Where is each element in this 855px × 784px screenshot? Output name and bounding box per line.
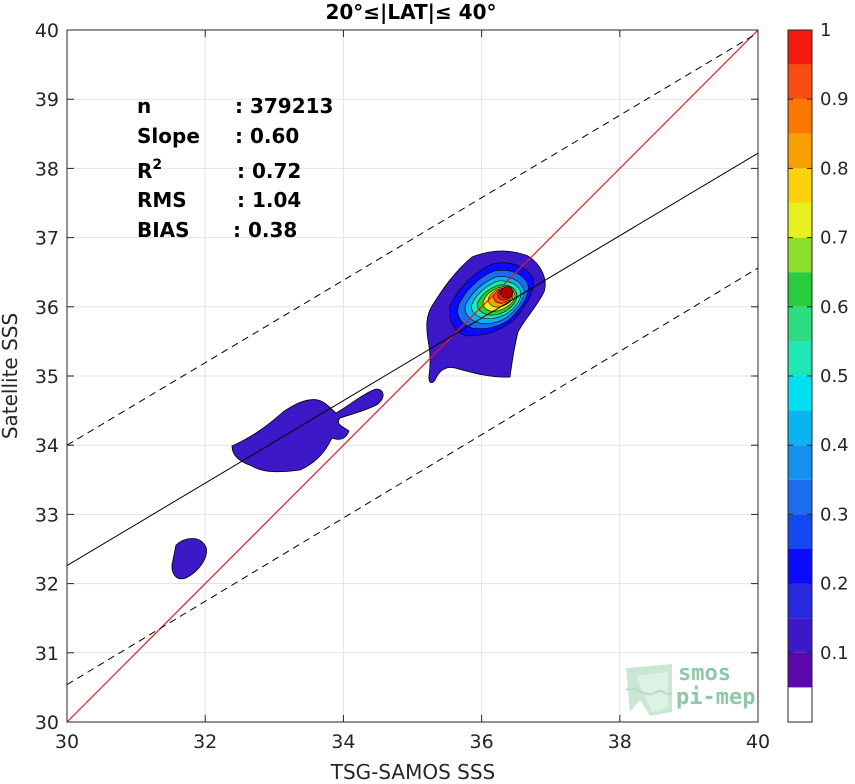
y-axis-label: Satellite SSS bbox=[0, 313, 22, 439]
regression-bound-line bbox=[66, 267, 759, 686]
y-tick-label: 39 bbox=[35, 89, 59, 111]
x-axis-label: TSG-SAMOS SSS bbox=[330, 760, 496, 784]
stat-value: : 0.72 bbox=[237, 159, 301, 183]
colorbar-band bbox=[788, 272, 812, 307]
y-tick-label: 32 bbox=[35, 574, 59, 596]
axes: 30 32 34 36 38 40 30 31 32 33 34 35 36 37 38 39 40 bbox=[35, 20, 770, 753]
colorbar-tick-label: 0.8 bbox=[820, 158, 849, 179]
colorbar-band bbox=[788, 30, 812, 65]
density-contours bbox=[171, 250, 546, 580]
x-tick-label: 30 bbox=[55, 731, 79, 753]
colorbar-tick-label: 0.6 bbox=[820, 297, 849, 318]
colorbar-band bbox=[788, 410, 812, 446]
x-tick-label: 38 bbox=[608, 731, 632, 753]
colorbar-band bbox=[788, 133, 812, 169]
stat-label: RMS bbox=[137, 188, 187, 212]
colorbar-tick-label: 0.3 bbox=[820, 504, 849, 525]
stat-value: : 1.04 bbox=[237, 188, 301, 212]
colorbar-tick-label: 0.1 bbox=[820, 643, 849, 664]
y-tick-label: 36 bbox=[35, 297, 59, 319]
colorbar-tick-label: 0.9 bbox=[820, 89, 849, 110]
colorbar-band bbox=[788, 341, 812, 376]
colorbar-band bbox=[788, 652, 812, 688]
colorbar: 0.1 0.2 0.3 0.4 0.5 0.6 0.7 0.8 0.9 1 bbox=[787, 20, 849, 723]
logo-waves-icon bbox=[625, 664, 673, 716]
contour-peak bbox=[500, 286, 514, 298]
y-tick-label: 38 bbox=[35, 158, 59, 180]
colorbar-band bbox=[788, 445, 812, 480]
x-tick-label: 34 bbox=[331, 731, 355, 753]
stat-label: R2 bbox=[137, 157, 162, 183]
x-tick-label: 32 bbox=[193, 731, 217, 753]
stat-label: n bbox=[137, 94, 151, 118]
y-tick-label: 30 bbox=[35, 712, 59, 734]
colorbar-tick-label: 0.7 bbox=[820, 228, 849, 249]
reference-lines bbox=[66, 29, 759, 723]
regression-line bbox=[66, 152, 759, 567]
y-tick-label: 33 bbox=[35, 504, 59, 526]
colorbar-band bbox=[788, 514, 812, 549]
colorbar-band bbox=[788, 99, 812, 134]
stat-label: BIAS bbox=[137, 218, 190, 242]
y-tick-label: 34 bbox=[35, 435, 59, 457]
logo-text-line2: pi-mep bbox=[676, 685, 755, 710]
colorbar-band bbox=[788, 168, 812, 203]
smos-pi-mep-logo: smos pi-mep bbox=[625, 661, 755, 716]
colorbar-band bbox=[788, 479, 812, 515]
logo-text-line1: smos bbox=[678, 661, 731, 686]
y-tick-label: 40 bbox=[35, 20, 59, 42]
colorbar-band bbox=[788, 376, 812, 411]
colorbar-tick-label: 0.5 bbox=[820, 366, 849, 387]
colorbar-band bbox=[788, 618, 812, 653]
colorbar-tick-label: 1 bbox=[820, 20, 831, 41]
colorbar-band bbox=[788, 549, 812, 584]
stat-value: : 0.60 bbox=[235, 124, 299, 148]
colorbar-band bbox=[788, 583, 812, 619]
colorbar-band bbox=[788, 203, 812, 238]
stat-value: : 379213 bbox=[235, 94, 333, 118]
colorbar-tick-label: 0.4 bbox=[820, 435, 849, 456]
y-tick-label: 35 bbox=[35, 366, 59, 388]
colorbar-band bbox=[788, 237, 812, 273]
colorbar-tick-label: 0.2 bbox=[820, 574, 849, 595]
regression-bound-line bbox=[66, 32, 759, 446]
stats-box: n : 379213 Slope : 0.60 R2 : 0.72 RMS : 1.04 BIA… bbox=[137, 94, 333, 242]
x-tick-label: 36 bbox=[470, 731, 494, 753]
colorbar-band bbox=[788, 306, 812, 342]
identity-line bbox=[66, 29, 759, 723]
y-tick-label: 37 bbox=[35, 228, 59, 250]
stat-value: : 0.38 bbox=[233, 218, 297, 242]
contour-blob-middle bbox=[231, 388, 384, 473]
colorbar-band bbox=[788, 64, 812, 100]
colorbar-band bbox=[788, 687, 812, 722]
contour-blob-small bbox=[171, 538, 207, 580]
x-tick-label: 40 bbox=[746, 731, 770, 753]
stat-label: Slope bbox=[137, 124, 200, 148]
y-tick-label: 31 bbox=[35, 643, 59, 665]
chart-title: 20°≤|LAT|≤ 40° bbox=[325, 0, 496, 24]
